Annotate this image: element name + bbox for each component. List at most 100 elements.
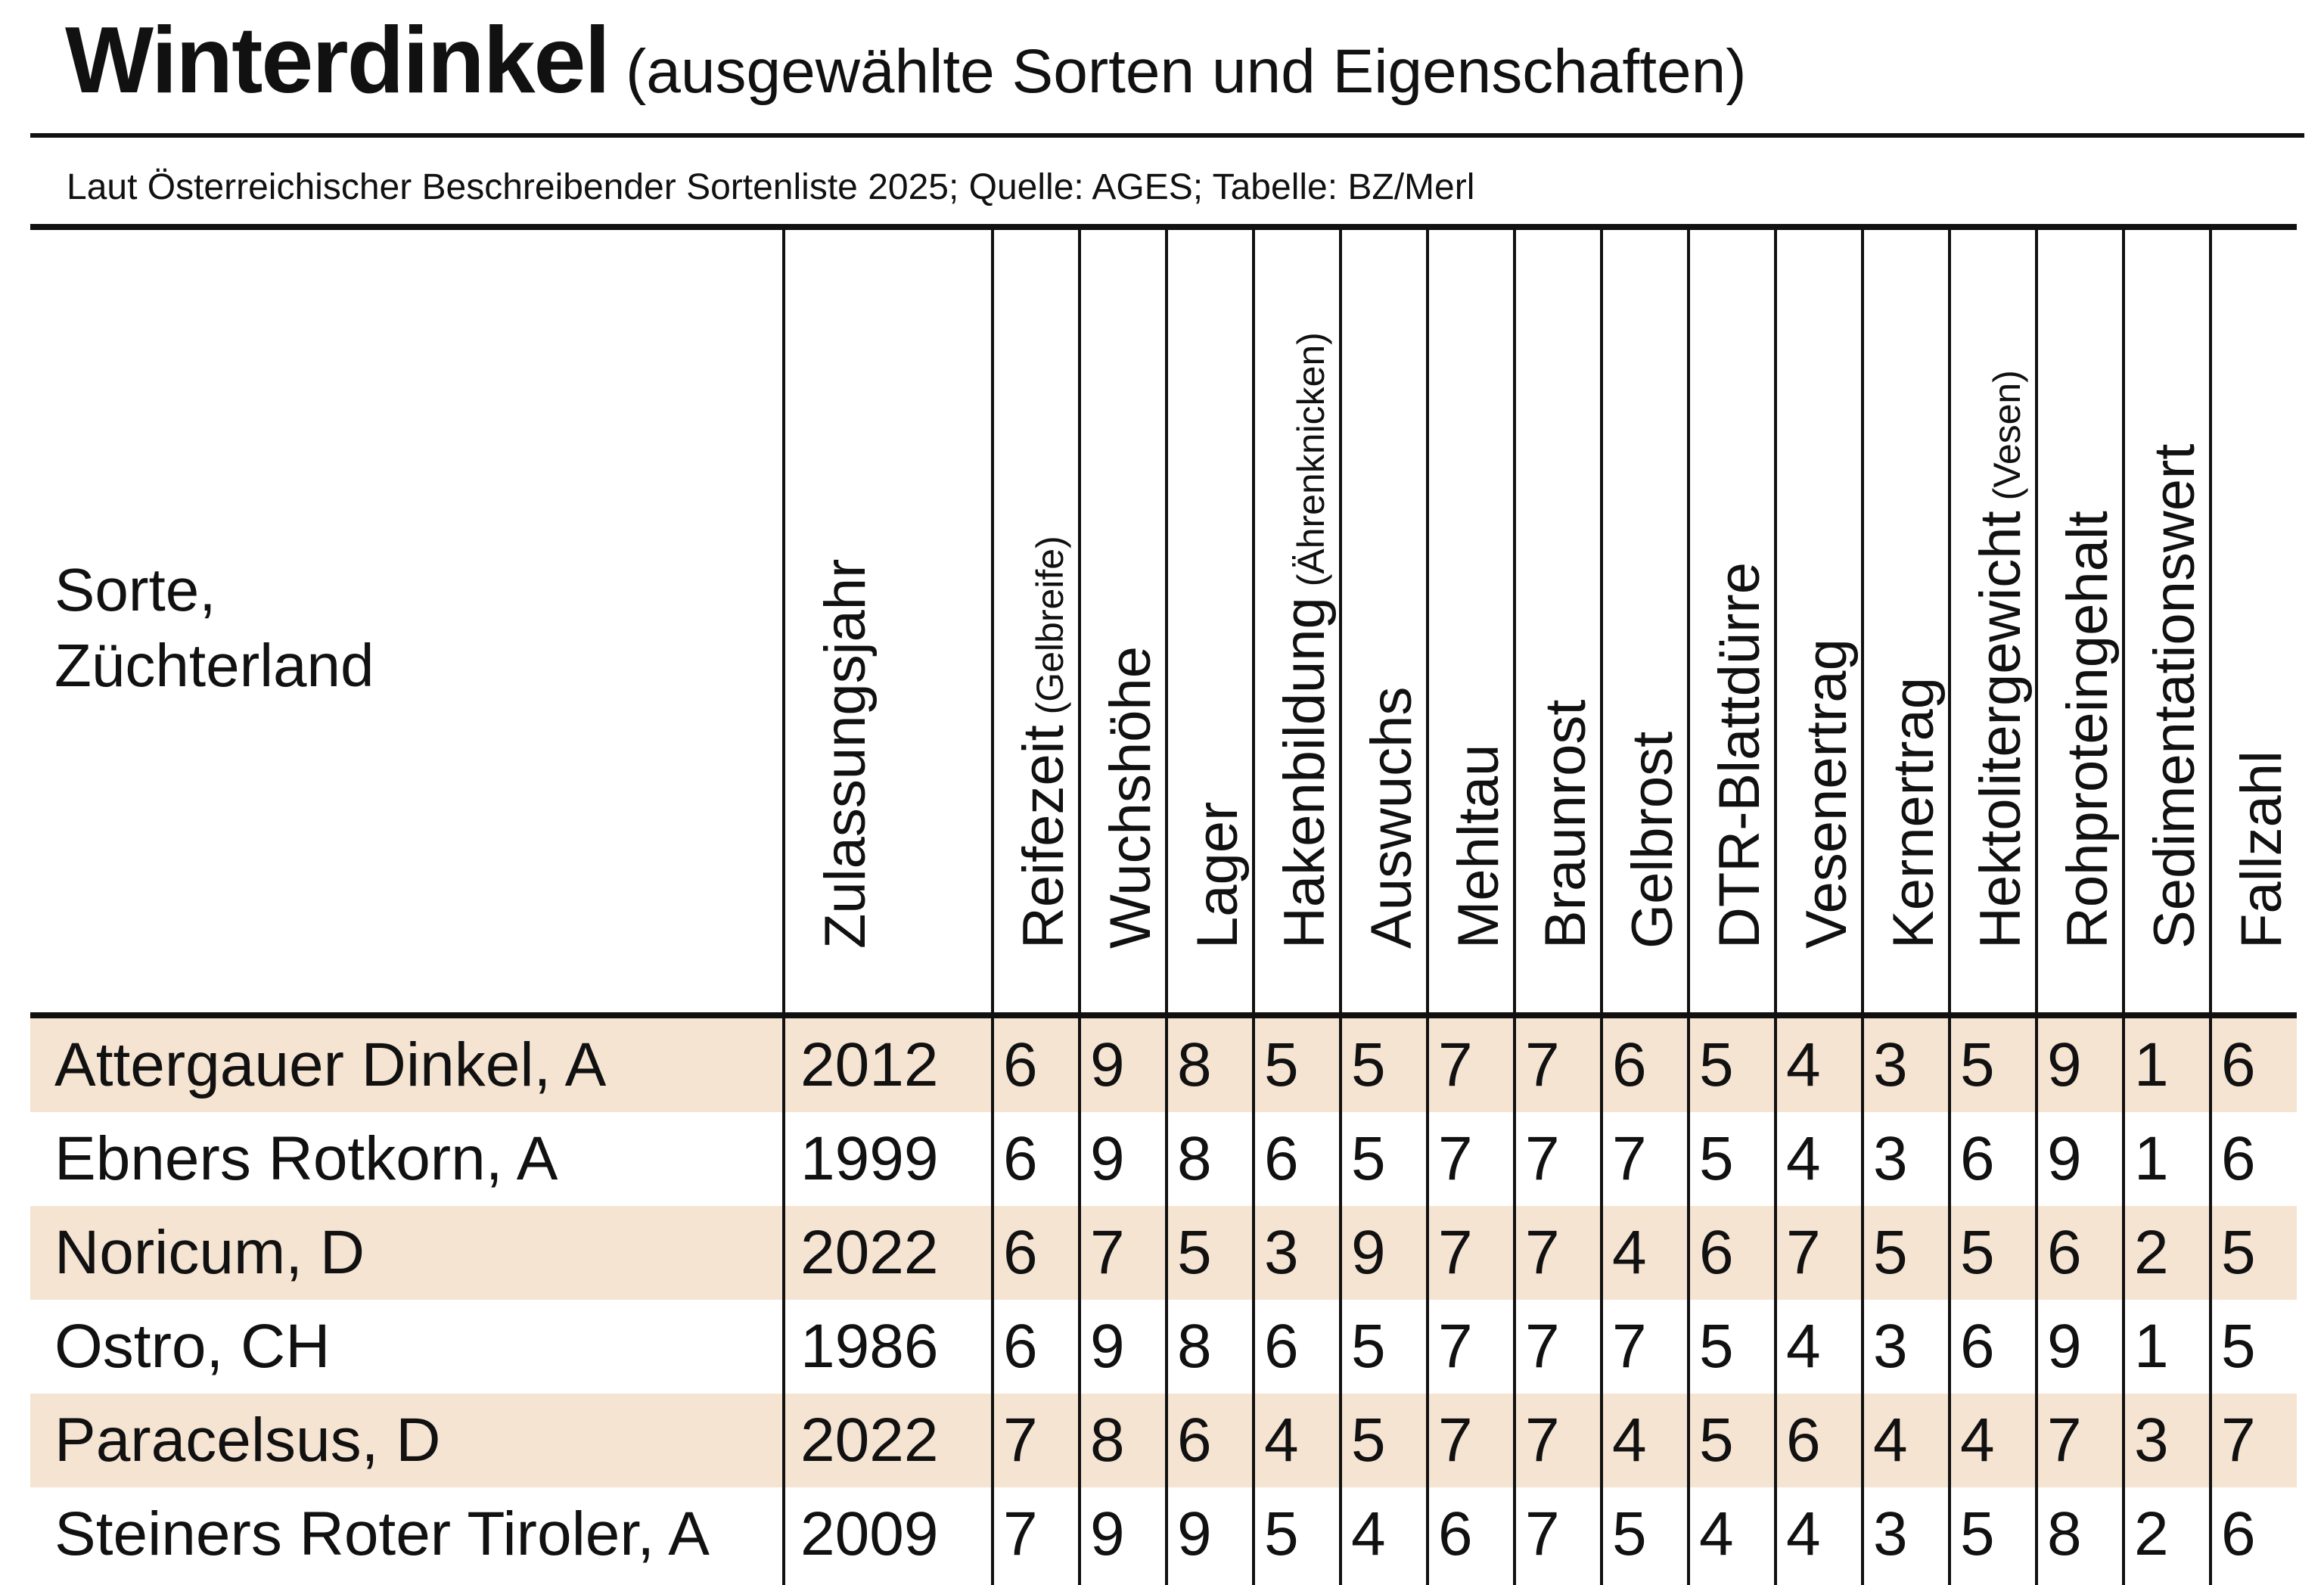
table-cell: 7 xyxy=(2047,1406,2082,1475)
column-header-label: Fallzahl xyxy=(2229,751,2294,949)
table-cell: 6 xyxy=(1177,1406,1212,1475)
table-cell: 6 xyxy=(1003,1030,1038,1099)
column-header-text: Kernertrag xyxy=(1881,677,1946,949)
table-cell: 8 xyxy=(1177,1124,1212,1193)
table-cell: 7 xyxy=(1438,1406,1473,1475)
column-header-text: DTR-Blattdürre xyxy=(1707,562,1772,949)
column-header-label: Sedimentationswert xyxy=(2142,443,2207,949)
table-cell: 6 xyxy=(1003,1312,1038,1381)
table-cell: 9 xyxy=(1090,1312,1125,1381)
table-cell: 5 xyxy=(2221,1312,2256,1381)
table-cell: 5 xyxy=(1612,1500,1647,1568)
table-cell: 7 xyxy=(1003,1500,1038,1568)
column-header-note: (Gelbreife) xyxy=(1029,536,1071,726)
header-rule xyxy=(30,224,2297,230)
column-header-8: Braunrost xyxy=(1515,250,1602,1006)
column-header-label: Hektolitergewicht xyxy=(1968,511,2033,949)
column-header-13: Hektolitergewicht (Vesen) xyxy=(1950,250,2037,1006)
page-subtitle: (ausgewählte Sorten und Eigenschaften) xyxy=(625,37,1747,106)
table-cell: 4 xyxy=(1699,1500,1734,1568)
source-note: Laut Österreichischer Beschreibender Sor… xyxy=(67,167,1475,207)
table-row: Noricum, D 2022 6 7 5 3 9 7 7 4 6 7 5 5 6 2 5 xyxy=(30,1206,2297,1300)
table-cell: 5 xyxy=(1960,1030,1995,1099)
column-header-label: Gelbrost xyxy=(1620,731,1685,949)
table-cell: 5 xyxy=(1699,1406,1734,1475)
table-cell: 3 xyxy=(1264,1218,1299,1287)
column-header-4: Lager xyxy=(1167,250,1254,1006)
table-cell: 4 xyxy=(1612,1218,1647,1287)
table-cell: 9 xyxy=(2047,1030,2082,1099)
table-cell: 5 xyxy=(1699,1312,1734,1381)
column-header-14: Rohproteingehalt xyxy=(2037,250,2124,1006)
table-cell: 9 xyxy=(1090,1500,1125,1568)
column-header-text: Vesenertrag xyxy=(1794,639,1859,949)
table-cell: 9 xyxy=(2047,1124,2082,1193)
column-header-10: DTR-Blattdürre xyxy=(1689,250,1776,1006)
table-cell: 6 xyxy=(1960,1124,1995,1193)
table-cell: 9 xyxy=(1177,1500,1212,1568)
variety-name: Steiners Roter Tiroler, A xyxy=(54,1500,710,1568)
table-row: Paracelsus, D 2022 7 8 6 4 5 7 7 4 5 6 4 4 7 3 7 xyxy=(30,1394,2297,1487)
column-header-label: Kernertrag xyxy=(1881,676,1946,949)
column-divider xyxy=(2035,230,2038,1585)
table-cell: 9 xyxy=(2047,1312,2082,1381)
column-divider xyxy=(1339,230,1342,1585)
table-cell: 2 xyxy=(2134,1500,2169,1568)
variety-name: Ostro, CH xyxy=(54,1312,331,1381)
table-cell: 8 xyxy=(1177,1030,1212,1099)
row-header-label: Sorte, Züchterland xyxy=(54,552,374,704)
column-header-label: Vesenertrag xyxy=(1794,639,1859,949)
table-cell: 4 xyxy=(1786,1124,1821,1193)
column-header-text: Sedimentationswert xyxy=(2142,444,2207,949)
table-cell: 7 xyxy=(1438,1124,1473,1193)
variety-name: Ebners Rotkorn, A xyxy=(54,1124,558,1193)
variety-name: Paracelsus, D xyxy=(54,1406,441,1475)
column-header-5: Hakenbildung (Ährenknicken) xyxy=(1254,250,1341,1006)
table-cell: 5 xyxy=(1351,1030,1386,1099)
column-divider xyxy=(1252,230,1255,1585)
page-title: Winterdinkel xyxy=(65,8,611,113)
table-cell: 5 xyxy=(1177,1218,1212,1287)
column-header-label: Auswuchs xyxy=(1359,686,1424,949)
table-cell: 7 xyxy=(1786,1218,1821,1287)
table-cell: 4 xyxy=(1786,1500,1821,1568)
column-divider xyxy=(1774,230,1777,1585)
table-cell: 7 xyxy=(1525,1218,1560,1287)
table-cell: 4 xyxy=(1351,1500,1386,1568)
table-cell: 4 xyxy=(1612,1406,1647,1475)
column-header-label: DTR-Blattdürre xyxy=(1707,562,1772,949)
table-cell: 5 xyxy=(1699,1030,1734,1099)
column-header-note: (Ährenknicken) xyxy=(1290,332,1332,598)
table-cell: 7 xyxy=(1525,1124,1560,1193)
table-cell: 7 xyxy=(1612,1312,1647,1381)
table-cell: 2012 xyxy=(800,1030,939,1099)
column-header-12: Kernertrag xyxy=(1863,250,1950,1006)
variety-name: Attergauer Dinkel, A xyxy=(54,1030,607,1099)
column-header-16: Fallzahl xyxy=(2211,250,2298,1006)
column-header-text: Hektolitergewicht (Vesen) xyxy=(1968,370,2033,949)
column-divider xyxy=(2122,230,2125,1585)
table-cell: 9 xyxy=(1351,1218,1386,1287)
table-cell: 6 xyxy=(1960,1312,1995,1381)
table-cell: 5 xyxy=(1351,1406,1386,1475)
column-header-text: Gelbrost xyxy=(1620,732,1685,949)
table-cell: 7 xyxy=(1525,1312,1560,1381)
table-cell: 6 xyxy=(2221,1500,2256,1568)
table-cell: 6 xyxy=(2221,1124,2256,1193)
table-cell: 9 xyxy=(1090,1124,1125,1193)
column-header-label: Braunrost xyxy=(1533,699,1598,949)
table-row: Steiners Roter Tiroler, A 2009 7 9 9 5 4 6 7 5 4 4 3… xyxy=(30,1487,2297,1581)
table-cell: 5 xyxy=(1699,1124,1734,1193)
table-cell: 4 xyxy=(1786,1312,1821,1381)
table-cell: 9 xyxy=(1090,1030,1125,1099)
column-header-label: Rohproteingehalt xyxy=(2055,511,2120,949)
table-cell: 6 xyxy=(1003,1124,1038,1193)
column-header-label: Wuchshöhe xyxy=(1098,646,1163,949)
table-cell: 3 xyxy=(1873,1312,1908,1381)
column-header-text: Wuchshöhe xyxy=(1098,646,1163,949)
table-cell: 4 xyxy=(1873,1406,1908,1475)
table-cell: 8 xyxy=(1177,1312,1212,1381)
column-header-text: Hakenbildung (Ährenknicken) xyxy=(1272,332,1337,949)
column-header-text: Reifezeit (Gelbreife) xyxy=(1011,536,1076,949)
column-divider xyxy=(1078,230,1081,1585)
